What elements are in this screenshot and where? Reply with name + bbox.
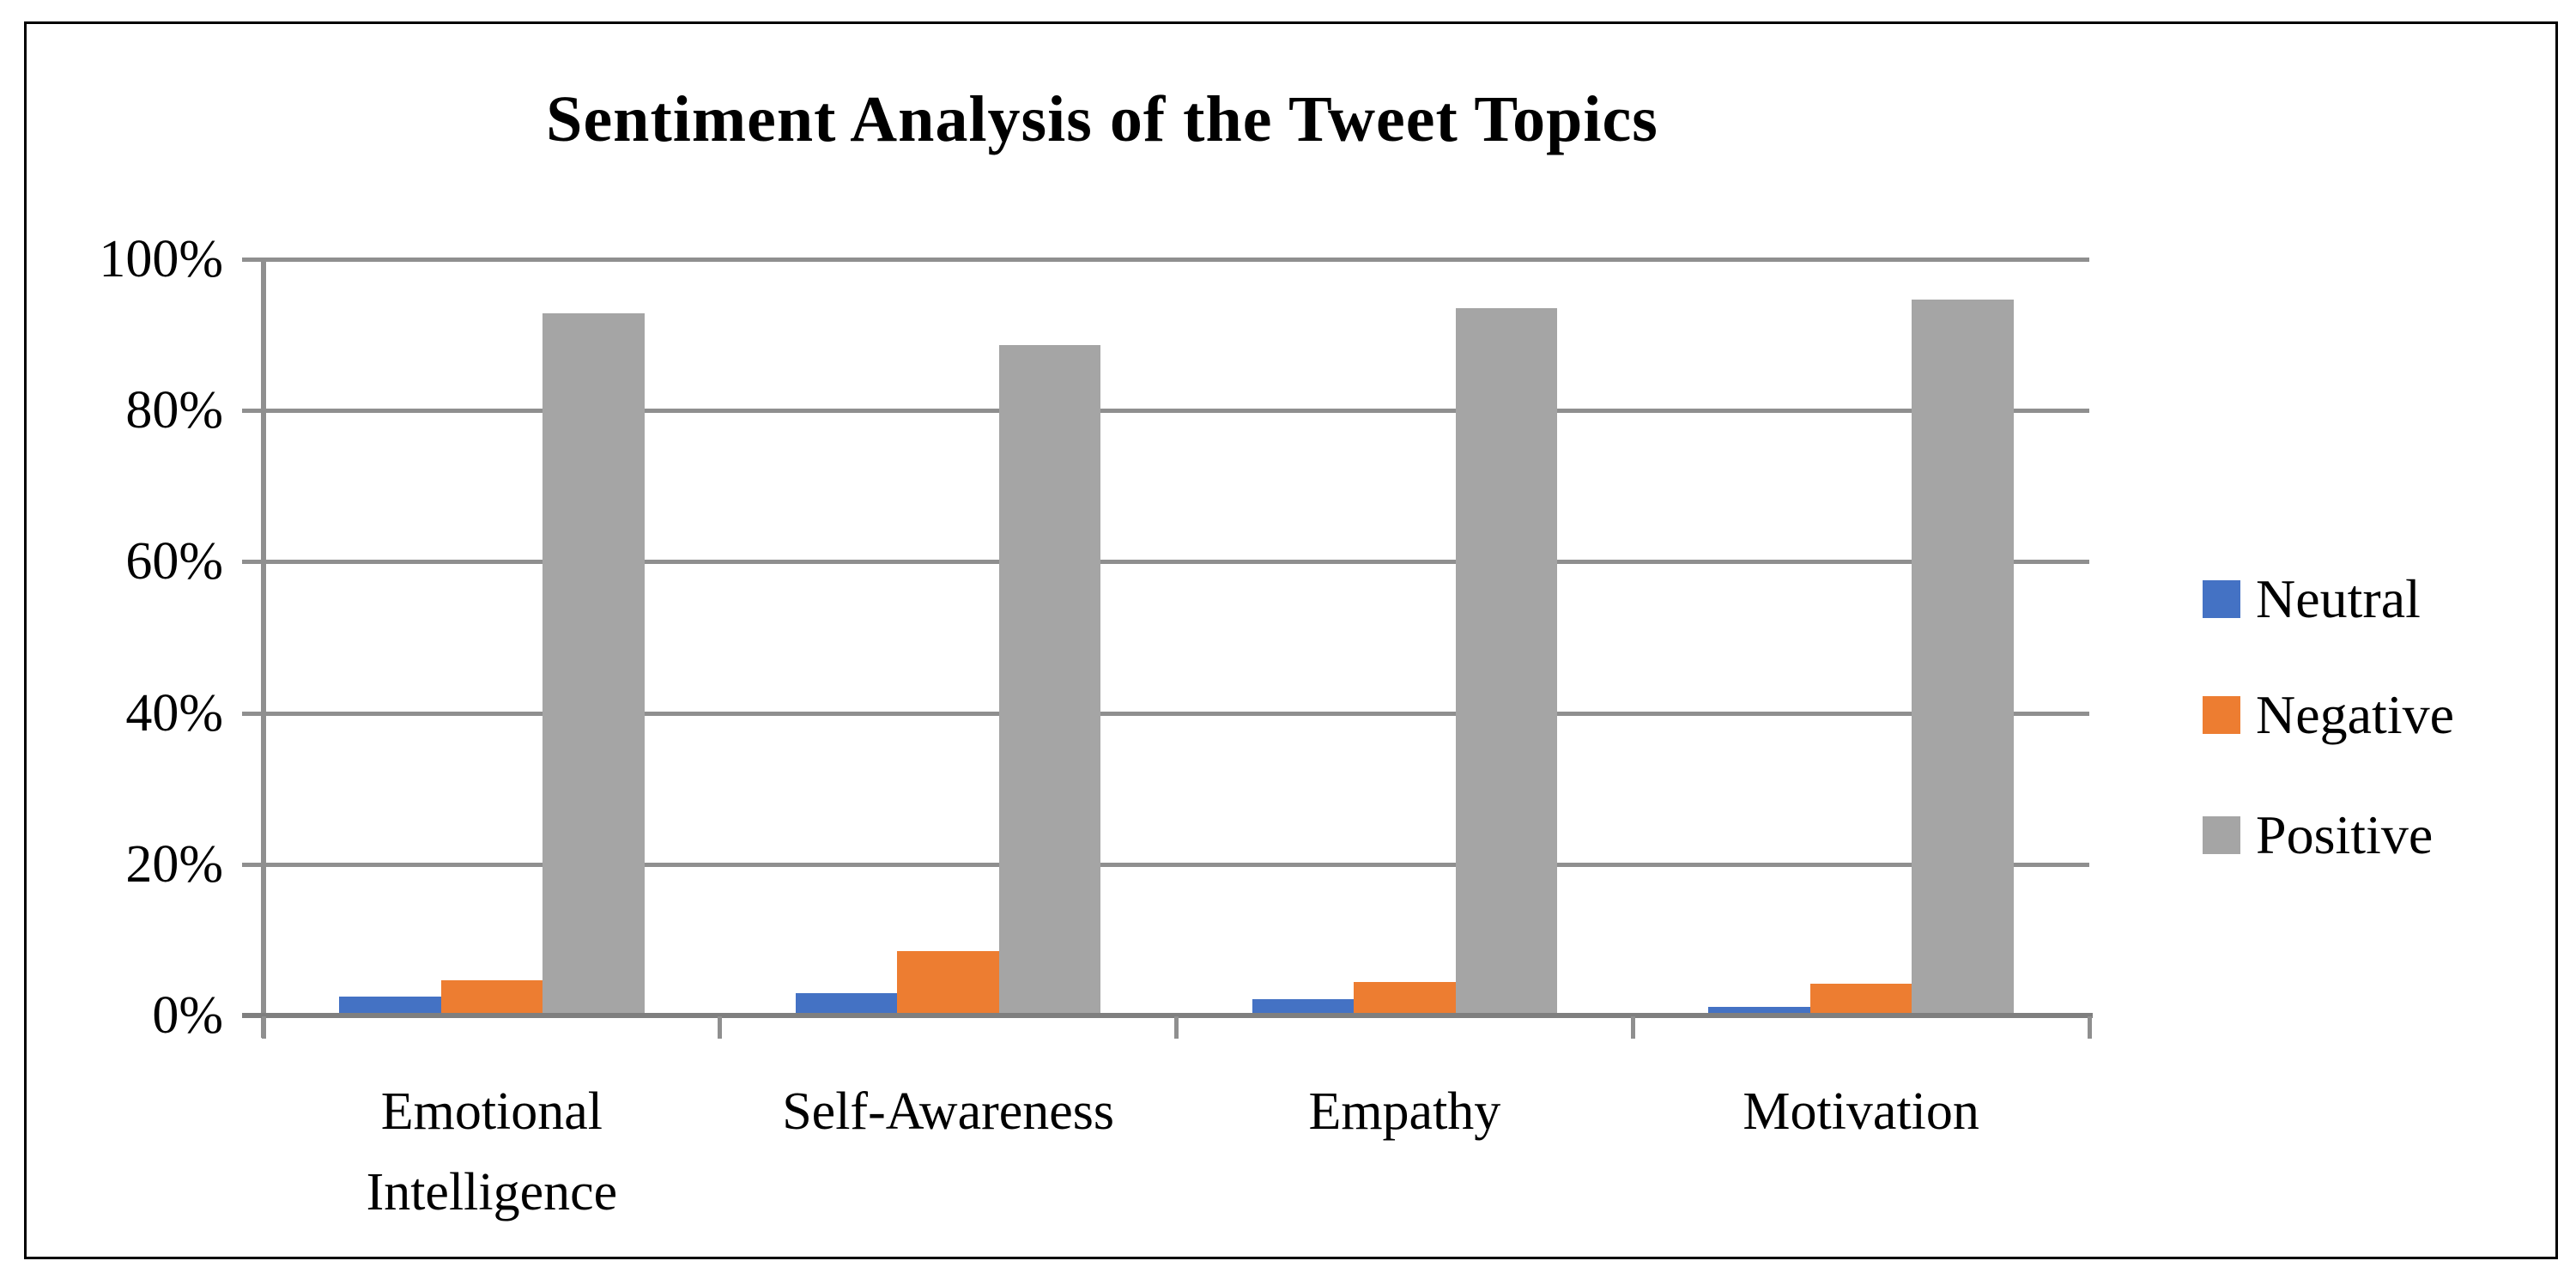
x-axis-tick-2 — [1174, 1016, 1179, 1039]
legend-label-negative: Negative — [2256, 684, 2454, 745]
bar-neutral-empathy — [1252, 999, 1355, 1015]
y-axis-label-100: 100% — [99, 230, 223, 288]
y-axis-label-60: 60% — [125, 532, 223, 591]
x-axis-line — [242, 1013, 2093, 1018]
gridline-80 — [242, 409, 2089, 414]
bar-negative-self-awareness — [897, 951, 999, 1015]
x-axis-tick-0 — [261, 1016, 266, 1039]
gridline-20 — [242, 862, 2089, 867]
bar-neutral-self-awareness — [795, 993, 898, 1015]
gridline-100 — [242, 258, 2089, 262]
y-axis-label-80: 80% — [125, 381, 223, 440]
bar-negative-motivation — [1809, 983, 1912, 1015]
y-axis-label-0: 0% — [152, 986, 223, 1045]
x-axis-label-self-awareness: Self-Awareness — [782, 1082, 1115, 1141]
bar-positive-emotional-intelligence — [542, 313, 645, 1015]
y-axis-label-20: 20% — [125, 834, 223, 894]
x-axis-tick-3 — [1630, 1016, 1635, 1039]
gridline-60 — [242, 560, 2089, 565]
x-axis-tick-1 — [718, 1016, 723, 1039]
y-axis-label-40: 40% — [125, 683, 223, 743]
chart-frame — [24, 21, 2558, 1259]
x-axis-tick-4 — [2087, 1016, 2092, 1039]
bar-positive-self-awareness — [998, 345, 1101, 1015]
bar-negative-emotional-intelligence — [440, 979, 543, 1015]
y-axis-line — [261, 258, 266, 1038]
legend-swatch-negative — [2203, 696, 2240, 734]
legend-label-positive: Positive — [2256, 804, 2434, 865]
bar-negative-empathy — [1354, 982, 1456, 1015]
legend-label-neutral: Neutral — [2256, 568, 2421, 629]
x-axis-label-motivation: Motivation — [1743, 1082, 1979, 1141]
bar-positive-motivation — [1912, 299, 2014, 1015]
legend-swatch-neutral — [2203, 580, 2240, 618]
chart-title: Sentiment Analysis of the Tweet Topics — [546, 83, 1658, 155]
bar-neutral-motivation — [1708, 1007, 1810, 1015]
gridline-40 — [242, 711, 2089, 716]
x-axis-label-emotional-intelligence: Emotional Intelligence — [366, 1082, 618, 1221]
legend-swatch-positive — [2203, 816, 2240, 854]
bar-positive-empathy — [1455, 308, 1558, 1015]
x-axis-label-empathy: Empathy — [1308, 1082, 1501, 1141]
bar-neutral-emotional-intelligence — [339, 996, 441, 1015]
